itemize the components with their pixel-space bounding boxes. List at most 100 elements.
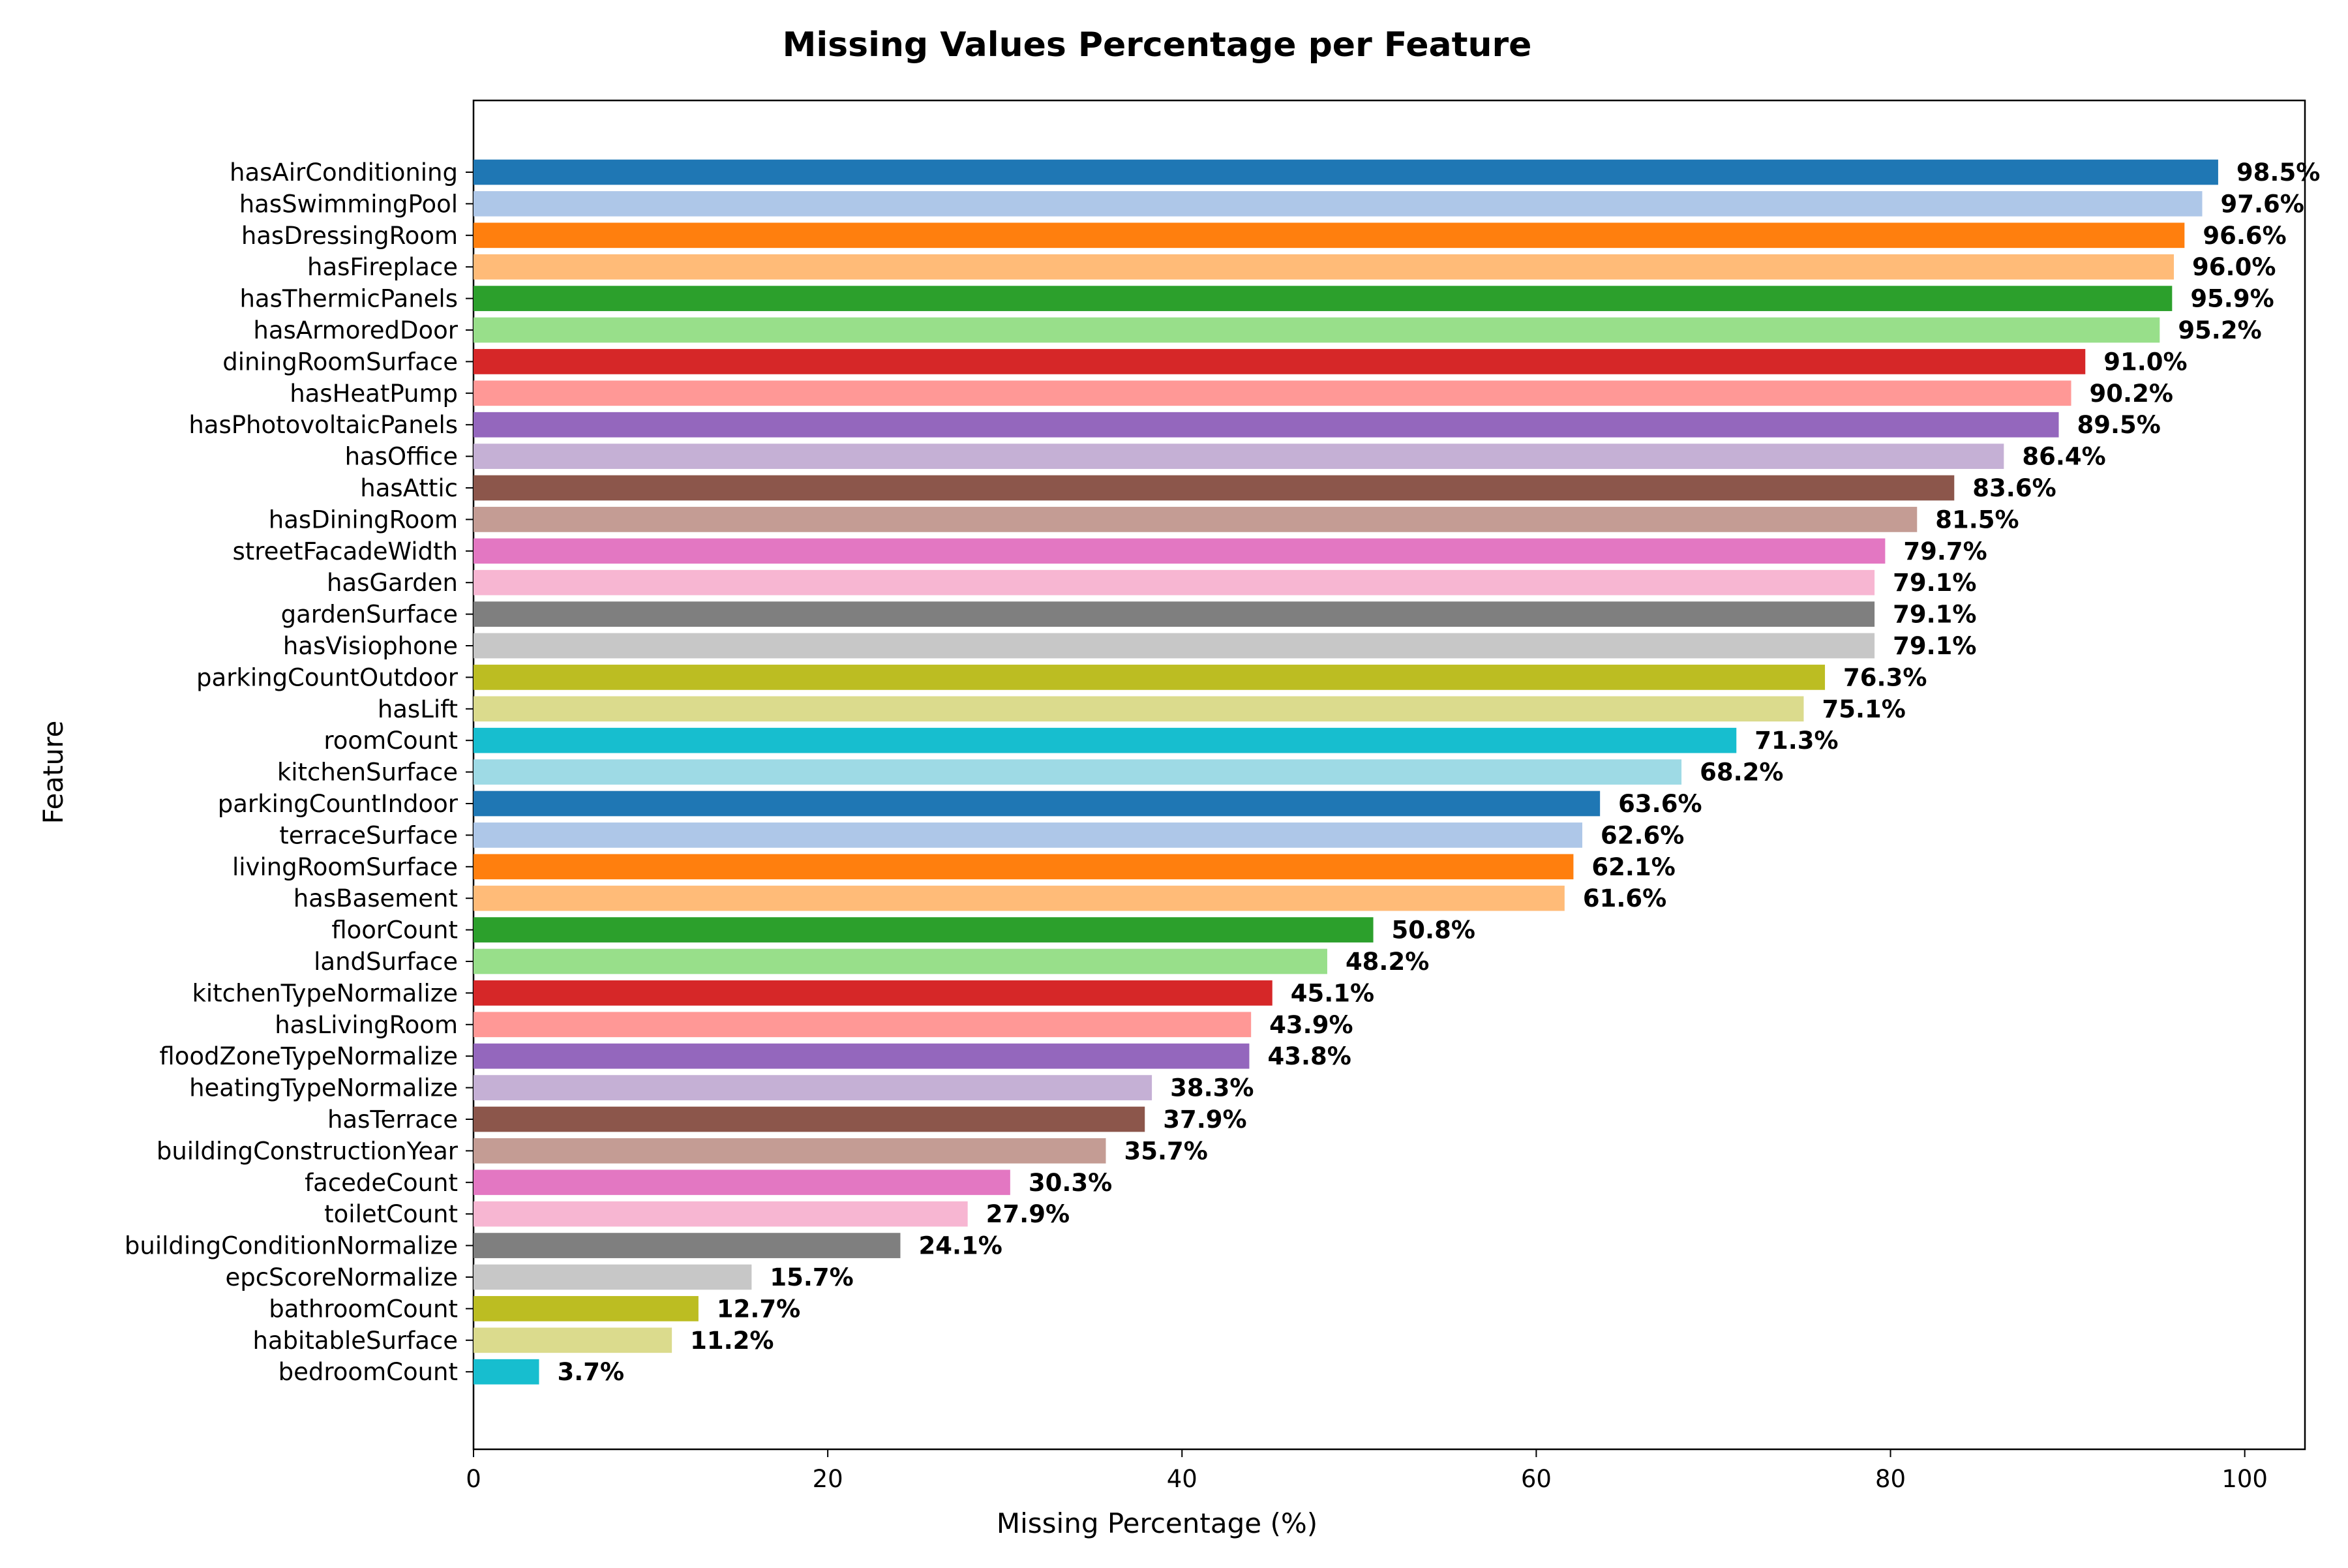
y-tick-label: kitchenTypeNormalize — [192, 979, 458, 1007]
bar-heatingTypeNormalize — [474, 1075, 1152, 1100]
y-tick-label: habitableSurface — [252, 1327, 458, 1355]
data-label: 98.5% — [2236, 158, 2320, 187]
data-label: 48.2% — [1346, 948, 1429, 976]
bar-gardenSurface — [474, 601, 1875, 627]
data-label: 43.8% — [1267, 1042, 1351, 1070]
y-tick-label: hasLift — [378, 695, 458, 723]
bar-kitchenTypeNormalize — [474, 980, 1272, 1006]
y-tick-label: streetFacadeWidth — [232, 537, 458, 565]
bar-streetFacadeWidth — [474, 538, 1886, 564]
y-tick-label: hasVisiophone — [283, 632, 458, 660]
x-tick-label: 0 — [466, 1465, 481, 1493]
y-tick-label: hasOffice — [345, 443, 458, 471]
y-tick-label: hasFireplace — [307, 253, 458, 281]
x-tick-label: 40 — [1167, 1465, 1197, 1493]
bar-kitchenSurface — [474, 759, 1682, 785]
bar-toiletCount — [474, 1201, 968, 1227]
bar-parkingCountOutdoor — [474, 665, 1826, 690]
y-tick-label: hasArmoredDoor — [253, 316, 458, 344]
bar-landSurface — [474, 948, 1327, 974]
bar-parkingCountIndoor — [474, 791, 1601, 817]
bar-diningRoomSurface — [474, 349, 2086, 374]
data-label: 37.9% — [1163, 1106, 1246, 1134]
y-tick-label: hasAttic — [360, 474, 458, 502]
data-label: 30.3% — [1029, 1169, 1112, 1197]
bar-hasOffice — [474, 444, 2004, 469]
y-tick-label: hasThermicPanels — [239, 285, 458, 313]
bar-terraceSurface — [474, 822, 1583, 848]
data-label: 35.7% — [1124, 1137, 1207, 1165]
plot-area: hasAirConditioning 98.5% hasSwimmingPool 97… — [125, 99, 2320, 1493]
bar-bedroomCount — [474, 1359, 539, 1385]
bar-hasThermicPanels — [474, 286, 2173, 311]
data-label: 50.8% — [1392, 916, 1475, 944]
bar-hasSwimmingPool — [474, 191, 2203, 217]
data-label: 79.7% — [1903, 537, 1987, 565]
y-tick-label: hasSwimmingPool — [239, 190, 458, 218]
x-axis-label: Missing Percentage (%) — [997, 1507, 1317, 1539]
bar-buildingConditionNormalize — [474, 1233, 901, 1258]
data-label: 96.0% — [2192, 253, 2276, 281]
data-label: 86.4% — [2022, 443, 2105, 471]
data-label: 62.6% — [1601, 821, 1684, 849]
data-label: 79.1% — [1893, 632, 1976, 660]
y-tick-label: hasTerrace — [327, 1106, 458, 1134]
y-tick-label: bathroomCount — [269, 1295, 458, 1323]
y-tick-label: floorCount — [331, 916, 458, 944]
data-label: 81.5% — [1935, 505, 2019, 534]
bar-hasAttic — [474, 475, 1955, 501]
y-axis-label: Feature — [37, 721, 69, 824]
bar-floodZoneTypeNormalize — [474, 1043, 1250, 1069]
y-tick-label: livingRoomSurface — [232, 853, 458, 881]
bar-livingRoomSurface — [474, 854, 1574, 880]
data-label: 79.1% — [1893, 569, 1976, 597]
y-tick-label: hasPhotovoltaicPanels — [188, 411, 458, 439]
y-tick-label: parkingCountOutdoor — [196, 663, 459, 691]
bar-hasFireplace — [474, 254, 2175, 280]
data-label: 24.1% — [918, 1232, 1002, 1260]
y-tick-label: hasAirConditioning — [230, 158, 458, 187]
y-tick-label: hasHeatPump — [290, 380, 458, 408]
data-label: 11.2% — [690, 1327, 774, 1355]
y-tick-label: buildingConstructionYear — [157, 1137, 459, 1165]
bar-buildingConstructionYear — [474, 1138, 1106, 1164]
data-label: 83.6% — [1972, 474, 2056, 502]
y-tick-label: hasBasement — [294, 884, 458, 912]
data-label: 12.7% — [717, 1295, 800, 1323]
data-label: 38.3% — [1170, 1074, 1254, 1102]
data-label: 75.1% — [1822, 695, 1905, 723]
y-tick-label: gardenSurface — [281, 601, 458, 629]
y-tick-label: terraceSurface — [279, 821, 458, 849]
bar-hasArmoredDoor — [474, 317, 2160, 343]
data-label: 61.6% — [1583, 884, 1666, 912]
bar-hasLift — [474, 696, 1804, 722]
x-tick-label: 80 — [1875, 1465, 1906, 1493]
y-tick-label: hasLivingRoom — [275, 1011, 458, 1039]
bar-epcScoreNormalize — [474, 1264, 752, 1290]
chart-title: Missing Values Percentage per Feature — [783, 25, 1532, 65]
data-label: 90.2% — [2090, 380, 2173, 408]
bar-hasGarden — [474, 569, 1875, 596]
data-label: 43.9% — [1269, 1011, 1353, 1039]
data-label: 45.1% — [1291, 979, 1374, 1007]
y-tick-label: bedroomCount — [278, 1358, 458, 1386]
y-tick-label: hasDressingRoom — [241, 222, 458, 250]
bar-hasDressingRoom — [474, 222, 2185, 249]
x-tick-label: 60 — [1521, 1465, 1552, 1493]
y-tick-label: toiletCount — [324, 1200, 458, 1228]
x-tick-label: 100 — [2221, 1465, 2268, 1493]
bar-hasLivingRoom — [474, 1012, 1252, 1038]
data-label: 91.0% — [2103, 348, 2187, 376]
y-tick-label: parkingCountIndoor — [218, 790, 459, 818]
data-label: 62.1% — [1591, 853, 1675, 881]
y-tick-label: epcScoreNormalize — [225, 1263, 458, 1291]
data-label: 97.6% — [2220, 190, 2304, 218]
data-label: 15.7% — [770, 1263, 853, 1291]
data-label: 3.7% — [557, 1358, 624, 1386]
y-tick-label: hasGarden — [327, 569, 458, 597]
data-label: 95.9% — [2190, 285, 2274, 313]
y-tick-label: diningRoomSurface — [222, 348, 458, 376]
data-label: 79.1% — [1893, 601, 1976, 629]
bar-hasDiningRoom — [474, 507, 1918, 532]
